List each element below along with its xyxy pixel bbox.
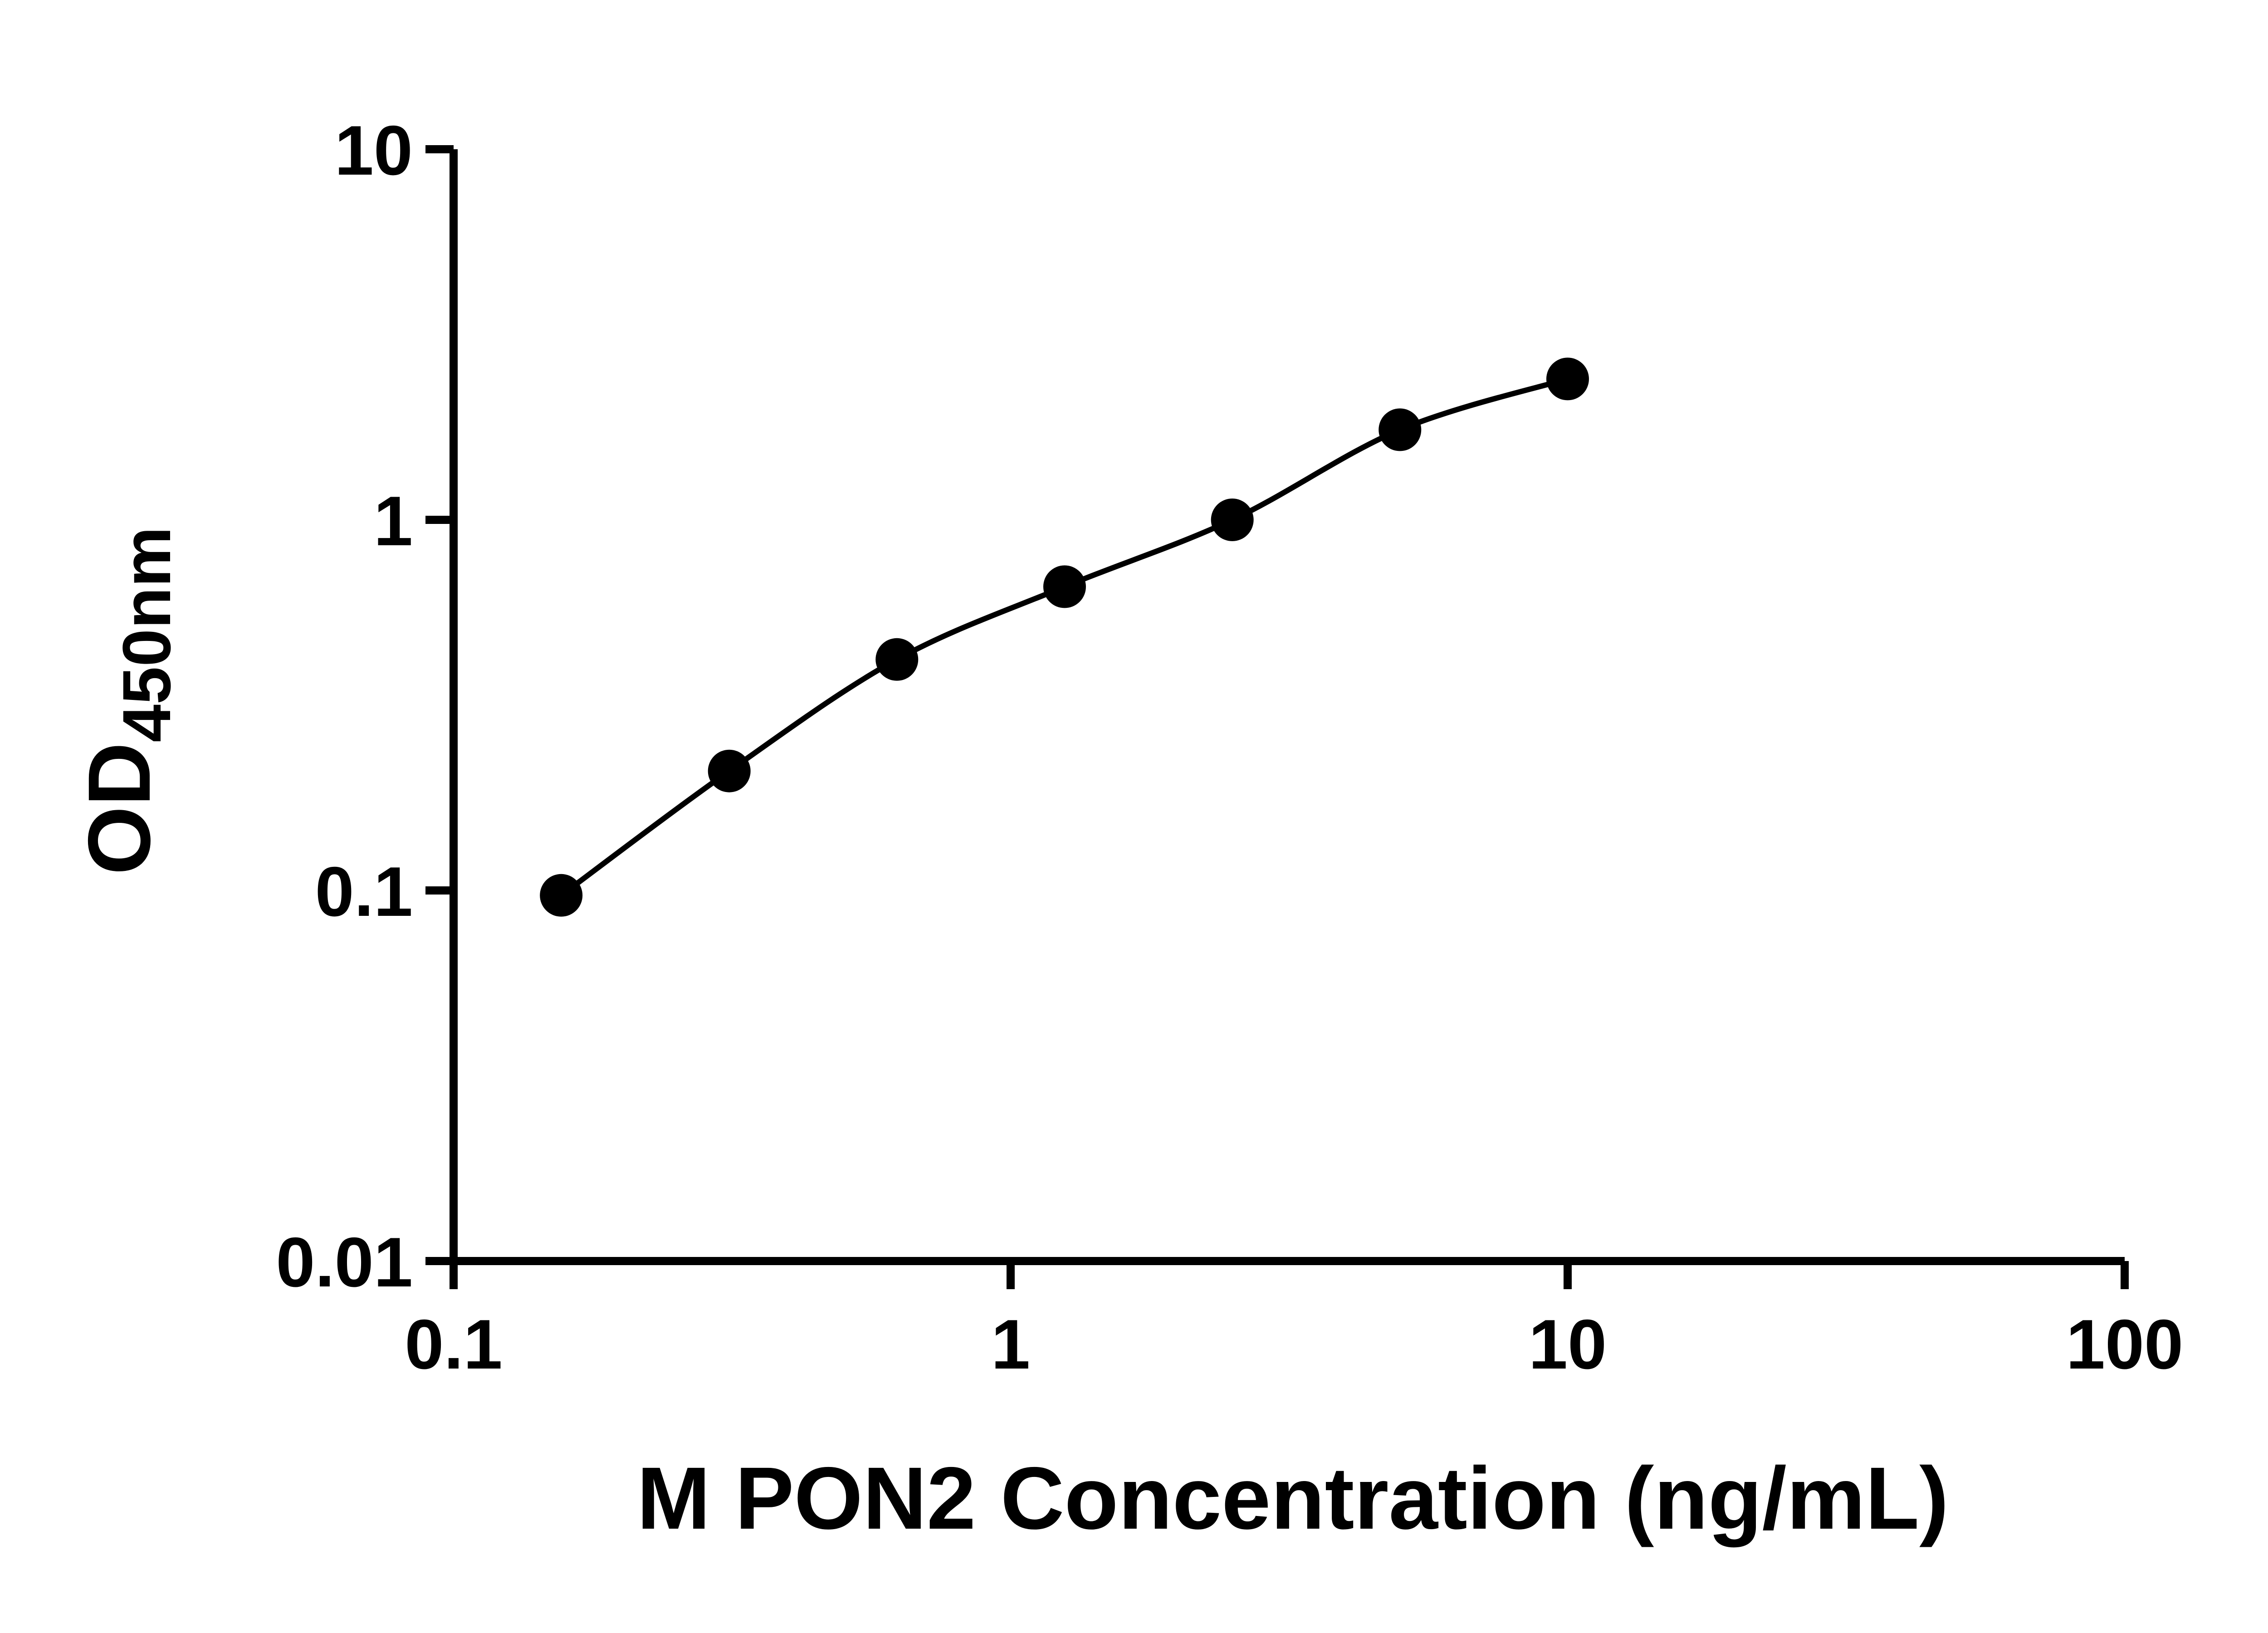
data-point xyxy=(1211,499,1254,541)
x-axis-tick-label: 100 xyxy=(2066,1305,2184,1384)
data-point xyxy=(1043,565,1086,608)
data-point xyxy=(540,874,583,917)
y-axis-title-main: OD xyxy=(70,742,169,875)
x-axis-title: M PON2 Concentration (ng/mL) xyxy=(637,1449,1949,1548)
fit-curve xyxy=(558,376,1570,898)
data-point xyxy=(875,638,919,681)
y-axis-title-subscript: 450nm xyxy=(108,527,185,742)
data-point xyxy=(1378,408,1422,451)
data-point xyxy=(708,749,751,792)
y-axis-tick-label: 0.01 xyxy=(276,1223,413,1301)
x-axis-tick-label: 0.1 xyxy=(405,1305,502,1384)
y-axis-tick-label: 1 xyxy=(374,482,413,560)
y-axis-tick-label: 0.1 xyxy=(315,852,413,931)
x-axis-tick-label: 10 xyxy=(1529,1305,1607,1384)
y-axis-tick-label: 10 xyxy=(335,111,413,190)
data-point xyxy=(1546,357,1589,401)
y-axis-title: OD450nm xyxy=(70,527,185,875)
x-axis-tick-label: 1 xyxy=(991,1305,1030,1384)
